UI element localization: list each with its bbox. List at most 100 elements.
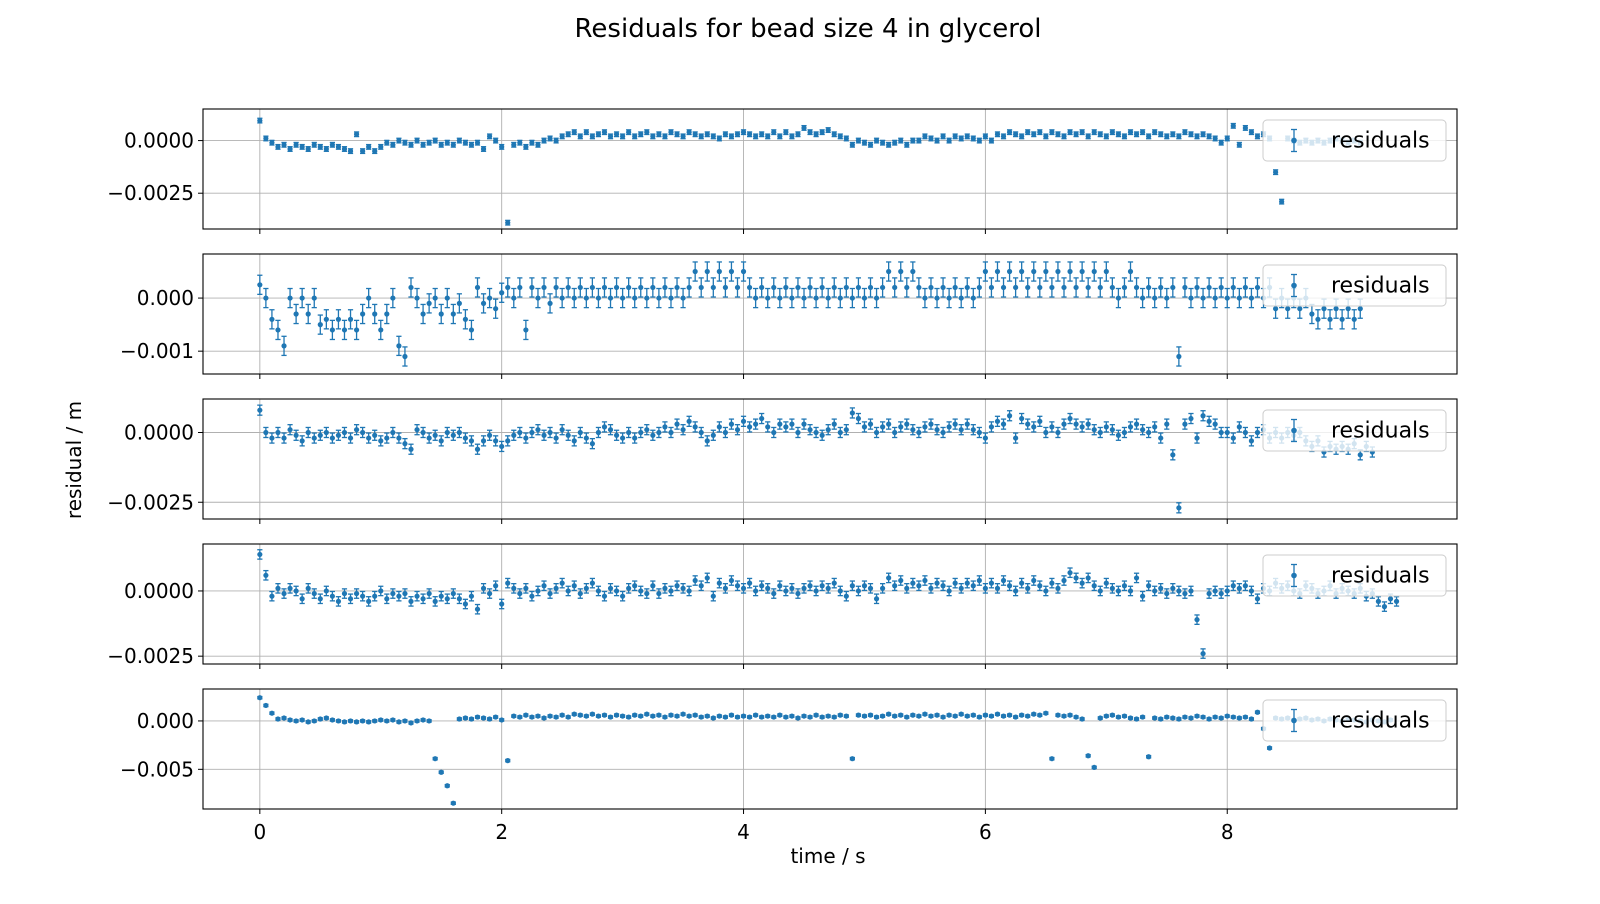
data-point	[819, 129, 825, 136]
data-point	[1139, 287, 1146, 309]
data-point	[849, 407, 855, 419]
data-point	[1393, 596, 1400, 607]
legend-label: residuals	[1331, 709, 1430, 734]
data-point	[1230, 277, 1236, 298]
data-point	[880, 421, 886, 433]
data-point	[638, 277, 644, 298]
data-point	[287, 287, 293, 309]
data-point	[668, 712, 674, 718]
data-point	[976, 575, 982, 586]
data-point	[257, 274, 263, 296]
data-point	[529, 139, 535, 146]
data-point	[680, 424, 686, 436]
data-point	[559, 133, 565, 140]
data-point	[1121, 580, 1128, 592]
data-point	[656, 287, 662, 309]
data-point	[946, 137, 952, 144]
data-point	[360, 590, 366, 602]
data-point	[553, 137, 559, 144]
data-point	[789, 583, 795, 594]
data-point	[402, 346, 408, 367]
data-point	[873, 714, 880, 720]
data-point	[1055, 583, 1061, 594]
data-point	[390, 141, 396, 148]
data-point	[450, 429, 456, 441]
data-point	[1055, 261, 1061, 282]
y-tick-label: 0.0000	[124, 129, 194, 153]
data-point	[571, 287, 577, 309]
data-point	[529, 590, 535, 602]
data-point	[922, 711, 928, 717]
data-point	[269, 590, 275, 602]
data-point	[1194, 713, 1200, 719]
data-point	[1164, 287, 1170, 309]
data-point	[855, 585, 862, 597]
data-point	[620, 713, 626, 719]
data-point	[825, 287, 831, 309]
data-point	[813, 131, 819, 138]
data-point	[680, 583, 686, 594]
data-point	[432, 596, 438, 607]
data-point	[626, 129, 632, 136]
data-point	[347, 593, 354, 605]
data-point	[644, 588, 650, 599]
data-point	[499, 143, 505, 150]
data-point	[1067, 129, 1073, 136]
data-point	[910, 577, 916, 589]
data-point	[698, 714, 704, 720]
data-point	[299, 717, 305, 723]
data-point	[571, 711, 577, 717]
data-point	[946, 585, 952, 597]
data-point	[819, 277, 825, 298]
data-point	[982, 583, 988, 594]
data-point	[1164, 714, 1170, 720]
data-point	[535, 713, 541, 719]
data-point	[686, 415, 692, 427]
data-point	[1152, 129, 1158, 136]
data-point	[620, 432, 626, 444]
data-point	[438, 303, 444, 325]
data-point	[499, 717, 505, 723]
data-point	[384, 303, 390, 325]
data-point	[807, 424, 813, 436]
data-point	[438, 435, 444, 447]
data-point	[396, 335, 402, 357]
data-point	[692, 421, 698, 433]
data-point	[372, 718, 378, 724]
data-point	[1200, 410, 1206, 422]
data-point	[928, 277, 934, 298]
data-point	[964, 418, 970, 430]
data-point	[390, 287, 396, 309]
x-tick-label: 0	[253, 820, 266, 844]
data-point	[456, 137, 462, 144]
data-point	[414, 287, 420, 309]
data-point	[565, 131, 571, 138]
data-point	[904, 418, 910, 430]
data-point	[589, 277, 595, 298]
data-point	[898, 261, 904, 282]
data-point	[813, 426, 819, 439]
data-point	[692, 575, 698, 586]
data-point	[408, 720, 414, 726]
data-point	[644, 424, 650, 436]
data-point	[1025, 583, 1031, 594]
data-point	[329, 590, 335, 602]
data-point	[565, 429, 571, 441]
data-point	[632, 133, 638, 140]
data-point	[607, 583, 614, 594]
data-point	[970, 287, 976, 309]
data-point	[825, 424, 831, 436]
data-point	[329, 432, 335, 444]
data-point	[807, 714, 813, 720]
data-point	[1375, 596, 1381, 607]
data-point	[541, 580, 547, 592]
data-point	[1158, 716, 1164, 722]
data-point	[892, 426, 898, 439]
data-point	[849, 287, 855, 309]
data-point	[384, 593, 390, 605]
data-point	[1158, 131, 1164, 138]
data-point	[1182, 129, 1188, 136]
data-point	[402, 139, 408, 146]
data-point	[976, 426, 982, 439]
data-point	[1055, 426, 1061, 439]
